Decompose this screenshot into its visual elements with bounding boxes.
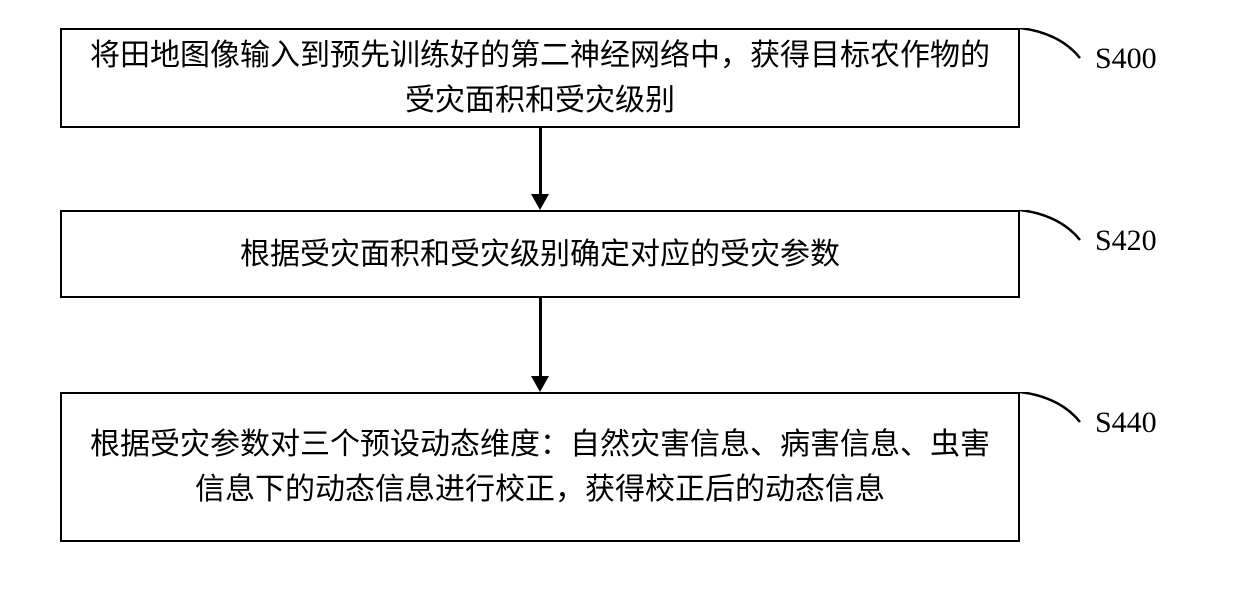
flow-box-1: 将田地图像输入到预先训练好的第二神经网络中，获得目标农作物的受灾面积和受灾级别 xyxy=(60,28,1020,128)
step-label-3: S440 xyxy=(1095,406,1157,440)
flow-box-3-text: 根据受灾参数对三个预设动态维度：自然灾害信息、病害信息、虫害信息下的动态信息进行… xyxy=(82,422,998,512)
arrow-head-1 xyxy=(531,194,549,210)
arrow-head-2 xyxy=(531,376,549,392)
arrow-line-1 xyxy=(539,128,542,196)
flow-box-1-text: 将田地图像输入到预先训练好的第二神经网络中，获得目标农作物的受灾面积和受灾级别 xyxy=(82,33,998,123)
step-label-1: S400 xyxy=(1095,42,1157,76)
flow-box-2-text: 根据受灾面积和受灾级别确定对应的受灾参数 xyxy=(240,232,840,277)
flow-box-2: 根据受灾面积和受灾级别确定对应的受灾参数 xyxy=(60,210,1020,298)
flow-box-3: 根据受灾参数对三个预设动态维度：自然灾害信息、病害信息、虫害信息下的动态信息进行… xyxy=(60,392,1020,542)
step-label-2: S420 xyxy=(1095,224,1157,258)
arrow-line-2 xyxy=(539,298,542,378)
flowchart-container: 将田地图像输入到预先训练好的第二神经网络中，获得目标农作物的受灾面积和受灾级别 … xyxy=(0,0,1240,592)
